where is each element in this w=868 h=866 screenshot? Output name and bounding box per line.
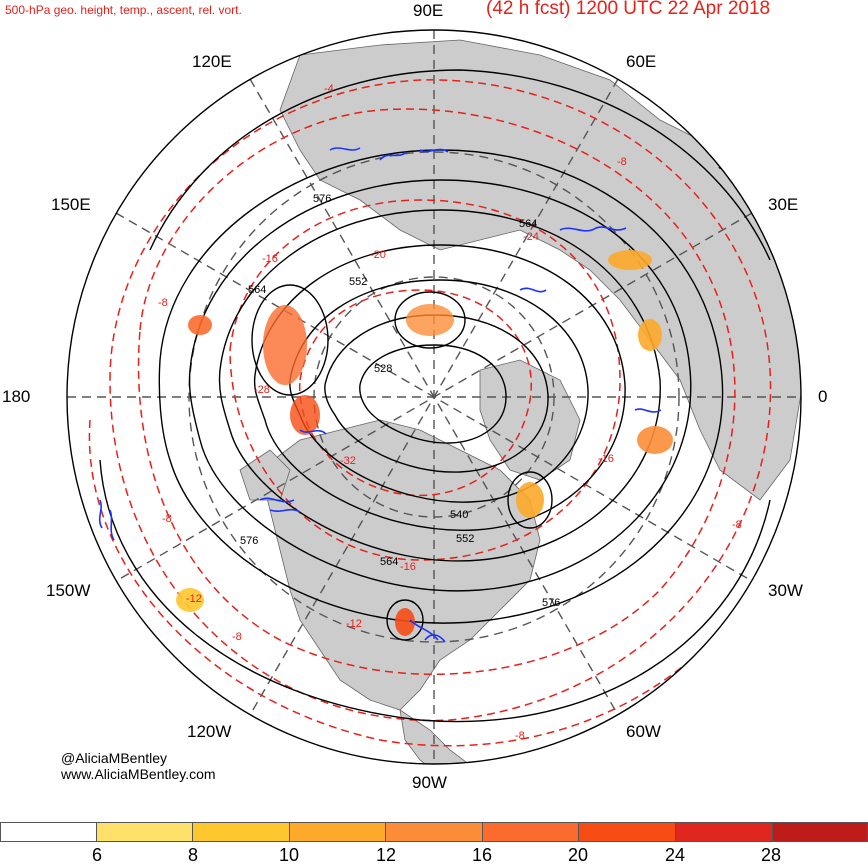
lon-label-120e: 120E xyxy=(192,52,232,72)
lon-label-180: 180 xyxy=(2,387,30,407)
temperature-label: -16 xyxy=(262,253,278,265)
temperature-label: -8 xyxy=(158,297,168,309)
height-label: 528 xyxy=(374,363,392,375)
lon-label-30e: 30E xyxy=(768,195,798,215)
author-website[interactable]: www.AliciaMBentley.com xyxy=(61,766,216,782)
temperature-label: -28 xyxy=(254,384,270,396)
lon-label-150w: 150W xyxy=(46,581,90,601)
colorbar-frame xyxy=(0,822,868,842)
temperature-label: -8 xyxy=(515,730,525,742)
temperature-label: -32 xyxy=(340,455,356,467)
height-label: 564 xyxy=(380,556,398,568)
lon-label-60w: 60W xyxy=(626,722,661,742)
lon-label-150e: 150E xyxy=(51,195,91,215)
height-label: 576 xyxy=(542,597,560,609)
height-label: 576 xyxy=(240,535,258,547)
lon-label-0: 0 xyxy=(818,387,827,407)
temperature-label: -12 xyxy=(346,618,362,630)
temperature-label: -8 xyxy=(732,519,742,531)
height-label: 576 xyxy=(313,193,331,205)
temperature-label: -20 xyxy=(370,249,386,261)
temperature-label: -16 xyxy=(400,561,416,573)
height-label: 564 xyxy=(248,284,266,296)
lon-label-60e: 60E xyxy=(626,52,656,72)
height-label: 588 xyxy=(718,160,736,172)
colorbar-tick: 6 xyxy=(92,845,102,866)
colorbar-tick: 24 xyxy=(665,845,685,866)
polar-stereographic-map: 588 576 564 552 528 564 540 552 564 576 … xyxy=(0,0,868,820)
lon-label-120w: 120W xyxy=(187,722,231,742)
temperature-label: -16 xyxy=(598,453,614,465)
temperature-label: -12 xyxy=(186,593,202,605)
colorbar-tick: 10 xyxy=(279,845,299,866)
colorbar-tick: 8 xyxy=(188,845,198,866)
temperature-label: -24 xyxy=(523,231,539,243)
colorbar-tick: 16 xyxy=(472,845,492,866)
author-handle: @AliciaMBentley xyxy=(61,750,167,766)
height-label: 552 xyxy=(349,276,367,288)
colorbar-tick: 28 xyxy=(761,845,781,866)
temperature-label: -4 xyxy=(324,83,334,95)
lon-label-30w: 30W xyxy=(768,581,803,601)
temperature-label: -8 xyxy=(232,631,242,643)
temperature-label: -8 xyxy=(162,513,172,525)
colorbar-tick: 20 xyxy=(568,845,588,866)
colorbar-tick: 12 xyxy=(376,845,396,866)
height-label: 552 xyxy=(456,533,474,545)
map-disk: 588 576 564 552 528 564 540 552 564 576 … xyxy=(60,25,810,775)
lon-label-90w: 90W xyxy=(412,773,447,793)
temperature-label: -8 xyxy=(617,156,627,168)
height-label: 564 xyxy=(519,218,537,230)
lon-label-90e: 90E xyxy=(413,1,443,21)
height-label: 540 xyxy=(450,509,468,521)
